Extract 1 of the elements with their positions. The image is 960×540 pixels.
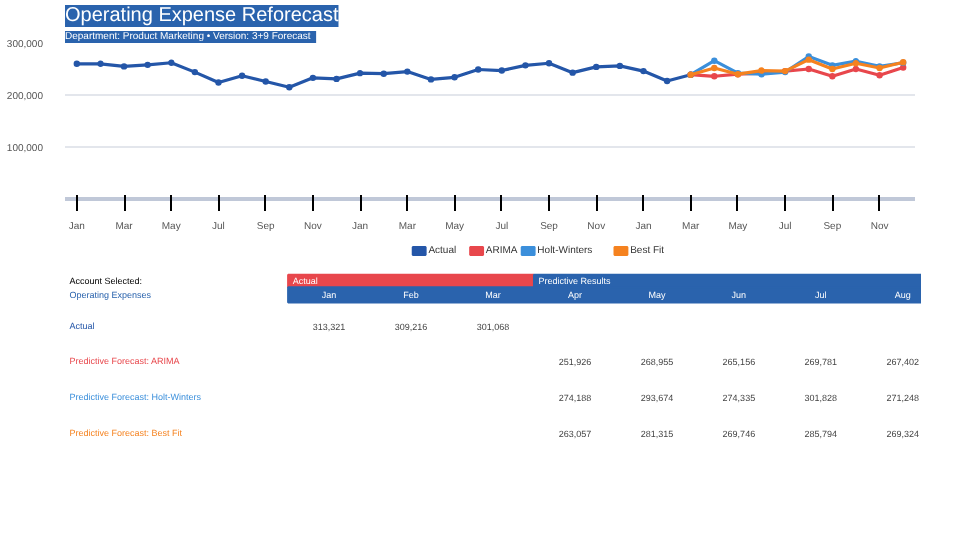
chart-title: Operating Expense Reforecast: [65, 5, 339, 27]
